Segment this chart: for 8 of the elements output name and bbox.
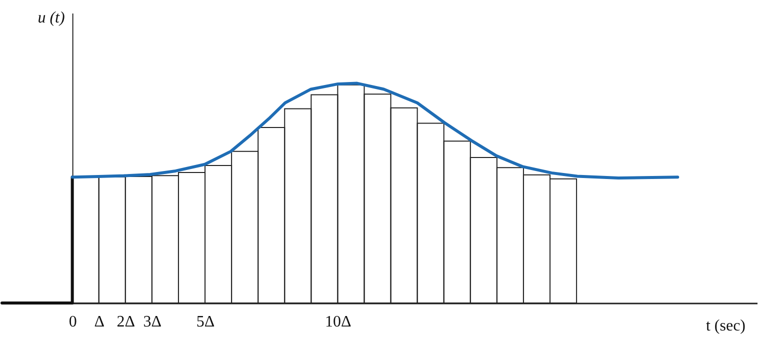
y-axis-title: u (t) bbox=[38, 10, 65, 26]
x-tick-label: Δ bbox=[94, 314, 105, 330]
x-axis-title: t (sec) bbox=[706, 318, 746, 334]
x-tick-label: 10Δ bbox=[325, 314, 352, 330]
x-tick-label: 3Δ bbox=[143, 314, 162, 330]
x-tick-label: 0 bbox=[68, 314, 77, 330]
x-tick-label: 5Δ bbox=[196, 314, 215, 330]
x-tick-label: 2Δ bbox=[116, 314, 136, 330]
